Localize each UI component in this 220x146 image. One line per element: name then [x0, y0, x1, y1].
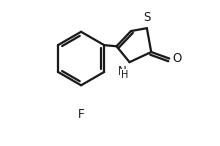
Text: F: F — [78, 108, 84, 121]
Text: S: S — [143, 11, 150, 24]
Text: H: H — [121, 70, 128, 80]
Text: N: N — [118, 65, 127, 78]
Text: O: O — [172, 52, 182, 65]
